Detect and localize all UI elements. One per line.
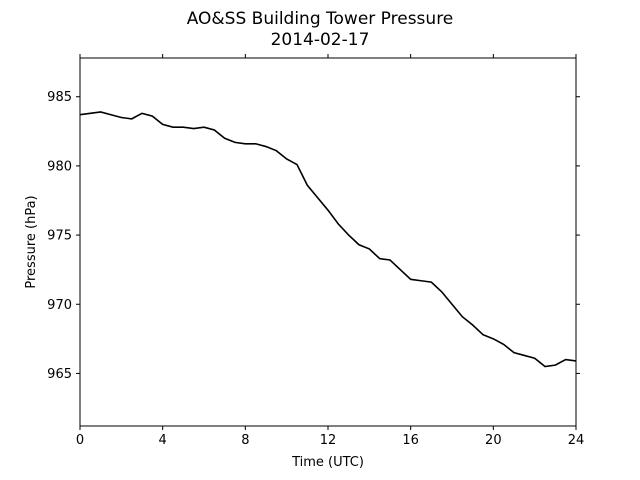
x-tick-label: 20 [485, 433, 502, 448]
y-tick-label: 985 [47, 90, 72, 105]
plot-area [79, 57, 577, 427]
y-tick-label: 980 [47, 159, 72, 174]
x-tick-label: 0 [76, 433, 84, 448]
y-tick-label: 965 [47, 367, 72, 382]
chart-title: AO&SS Building Tower Pressure [187, 9, 454, 29]
x-tick-label: 8 [241, 433, 249, 448]
x-tick-label: 4 [159, 433, 167, 448]
pressure-series-line [79, 111, 577, 368]
y-tick-label: 970 [47, 298, 72, 313]
x-tick-label: 16 [402, 433, 419, 448]
y-tick-label: 975 [47, 229, 72, 244]
x-tick-label: 24 [568, 433, 585, 448]
y-axis-ticks: 965 970 975 980 985 [47, 90, 580, 382]
x-axis-ticks: 0 4 8 12 16 20 24 [76, 54, 584, 448]
chart-subtitle: 2014-02-17 [271, 30, 370, 50]
x-tick-label: 12 [320, 433, 337, 448]
y-axis-label: Pressure (hPa) [24, 195, 39, 288]
x-axis-label: Time (UTC) [291, 455, 364, 470]
